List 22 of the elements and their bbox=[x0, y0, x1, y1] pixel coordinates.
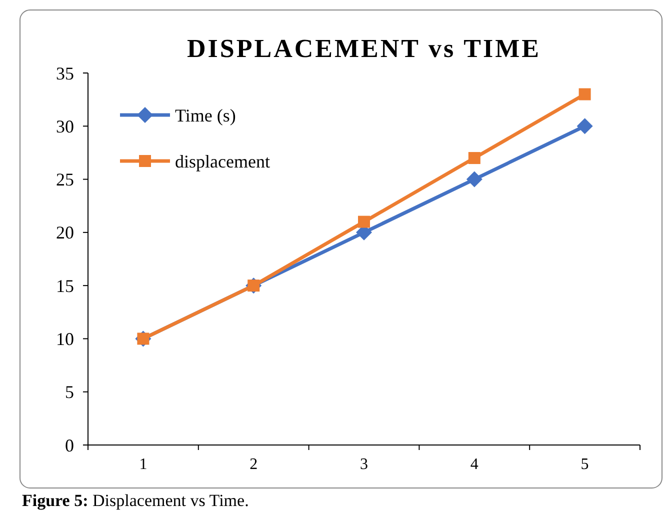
y-tick-label: 35 bbox=[56, 63, 74, 84]
legend-label: displacement bbox=[175, 151, 270, 172]
y-tick-label: 20 bbox=[56, 222, 74, 243]
x-tick-label: 2 bbox=[250, 456, 258, 473]
point bbox=[358, 216, 370, 228]
y-tick-label: 25 bbox=[56, 170, 74, 190]
point bbox=[576, 118, 593, 134]
chart-title: DISPLACEMENT vs TIME bbox=[187, 34, 541, 63]
x-tick-label: 5 bbox=[580, 456, 589, 473]
legend-label: Time (s) bbox=[175, 105, 236, 126]
x-tick-label: 1 bbox=[139, 456, 148, 473]
point bbox=[468, 152, 480, 164]
y-tick-label: 10 bbox=[56, 329, 74, 350]
point bbox=[578, 88, 591, 100]
x-tick-label: 3 bbox=[360, 456, 368, 473]
x-tick-label: 4 bbox=[470, 456, 478, 473]
y-tick-label: 30 bbox=[56, 116, 74, 136]
y-tick-label: 0 bbox=[65, 435, 74, 456]
y-tick-label: 15 bbox=[56, 276, 74, 296]
point bbox=[466, 171, 482, 188]
caption: Figure 5: Displacement vs Time. bbox=[22, 491, 249, 510]
y-tick-label: 5 bbox=[65, 382, 74, 402]
